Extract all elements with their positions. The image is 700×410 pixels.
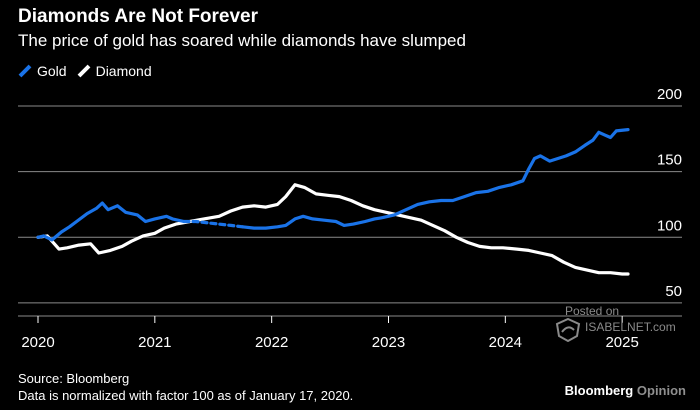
brand-main: Bloomberg [564,383,634,398]
x-tick-label-2022: 2022 [255,334,288,351]
x-tick-label-2023: 2023 [372,334,405,351]
footer-note: Data is normalized with factor 100 as of… [18,388,354,403]
series-line-gold-seg1 [182,219,245,229]
y-tick-label-150: 150 [657,152,682,169]
legend: Gold Diamond [18,63,162,79]
legend-label-gold: Gold [37,63,67,79]
x-tick-label-2020: 2020 [21,334,54,351]
chart-title: Diamonds Are Not Forever [18,6,259,27]
legend-label-diamond: Diamond [95,63,152,79]
brand-sub: Opinion [636,383,686,398]
legend-item-gold: Gold [18,63,67,79]
watermark: Posted on ISABELNET.com [555,304,695,344]
x-tick-label-2024: 2024 [489,334,522,351]
series-line-gold-seg0 [36,201,186,242]
legend-swatch-diamond [77,64,90,78]
series-line-gold-seg2 [240,128,630,230]
watermark-posted-label: Posted on [565,304,620,318]
x-tick-label-2025: 2025 [605,334,638,351]
watermark-logo-icon [555,318,581,342]
y-tick-label-100: 100 [657,217,682,234]
y-tick-label-200: 200 [657,86,682,103]
series-line-diamond [36,183,630,276]
y-tick-label-50: 50 [665,283,682,300]
x-tick-label-2021: 2021 [138,334,171,351]
watermark-site-label: ISABELNET.com [585,320,676,334]
chart-subtitle: The price of gold has soared while diamo… [18,31,466,50]
footer-source: Source: Bloomberg [18,371,130,386]
legend-swatch-gold [18,64,32,78]
brand-logo: Bloomberg Opinion [565,383,686,398]
legend-item-diamond: Diamond [77,63,152,79]
